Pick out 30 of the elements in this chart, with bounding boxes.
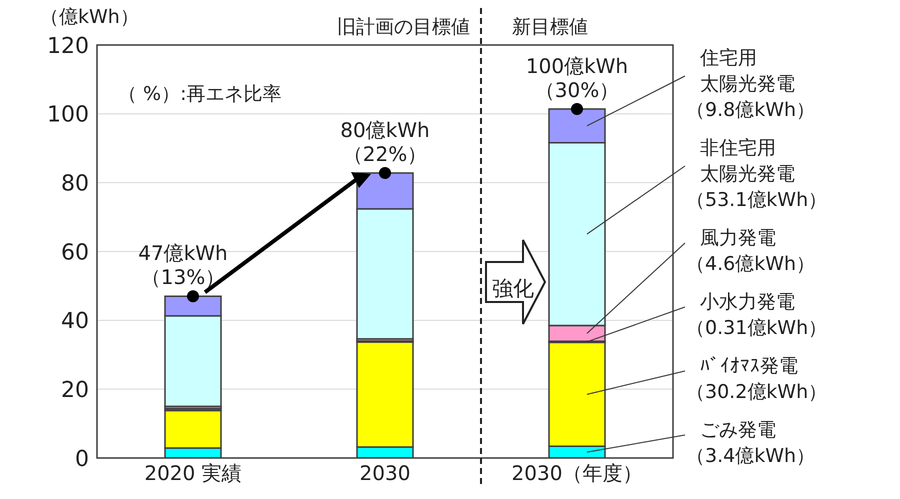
text: ごみ発電 (700, 418, 776, 441)
x-tick-label: 2020 実績 (144, 461, 242, 486)
data-label: （4.6億kWh） (686, 252, 816, 275)
x-tick-label: 2030（年度） (512, 461, 642, 486)
data-label: （30.2億kWh） (686, 380, 828, 403)
data-label: （53.1億kWh） (686, 188, 828, 211)
y-tick-label: 100 (47, 102, 89, 128)
y-tick-label: 60 (61, 240, 89, 266)
text: ﾊﾞｲｵﾏｽ発電 (700, 354, 798, 377)
y-tick-label: 0 (75, 446, 89, 472)
text: 風力発電 (700, 226, 776, 249)
text: 旧計画の目標値 (337, 16, 470, 38)
text: 新目標値 (512, 16, 588, 38)
data-label: （9.8億kWh） (686, 98, 816, 121)
text: 小水力発電 (700, 290, 795, 313)
text: 非住宅用太陽光発電 (700, 136, 795, 185)
text: 住宅用太陽光発電 (699, 46, 795, 95)
annotation: 強化 (492, 276, 534, 301)
data-label: （3.4億kWh） (686, 444, 816, 467)
annotation: 80億kWh （22%） (340, 118, 430, 166)
annotation: 47億kWh （13%） (138, 241, 228, 290)
x-tick-label: 2030 (360, 461, 410, 486)
annotation: 100億kWh （30%） (526, 54, 628, 102)
data-label: （0.31億kWh） (686, 316, 828, 339)
y-tick-label: 120 (47, 34, 89, 59)
y-tick-label: 20 (61, 378, 89, 403)
y-tick-label: 80 (61, 171, 89, 196)
y-axis-title: （億kWh） (40, 6, 139, 28)
annotation: （ %）:再エネ比率 (118, 83, 282, 106)
y-tick-label: 40 (61, 309, 89, 334)
